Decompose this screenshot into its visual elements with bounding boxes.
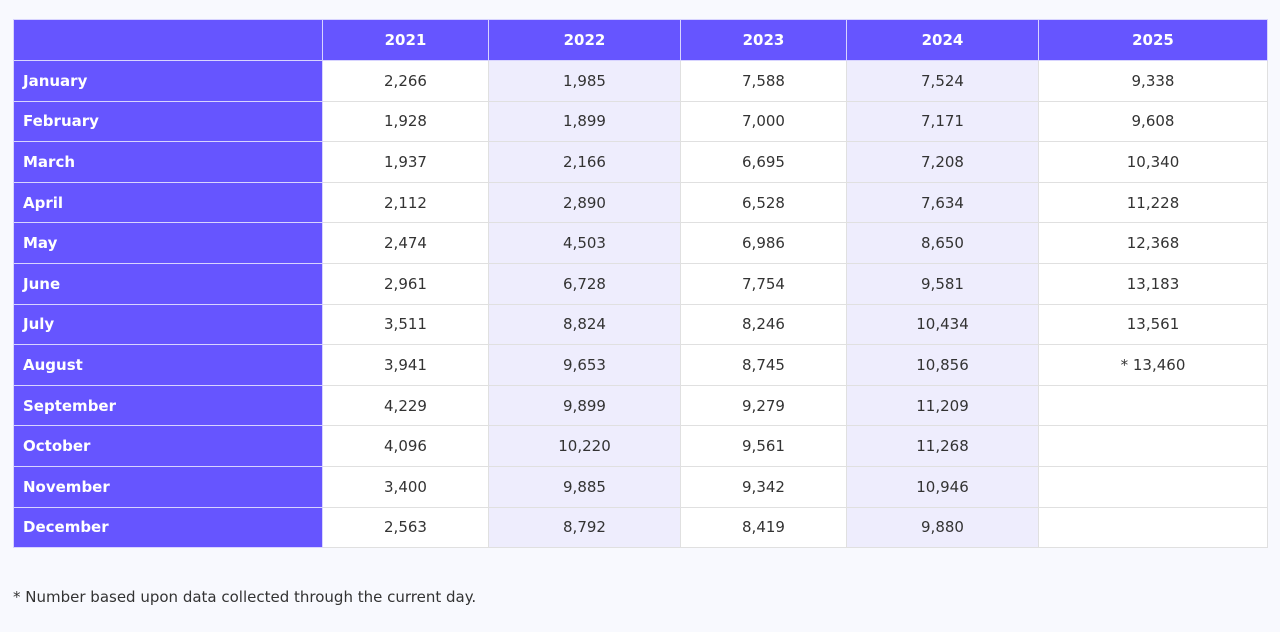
value-cell: 2,890 <box>488 181 681 224</box>
value-cell <box>1038 384 1268 427</box>
month-label: September <box>13 384 323 427</box>
value-cell: 8,650 <box>846 222 1039 264</box>
table-row: January 2,266 1,985 7,588 7,524 9,338 <box>13 60 1268 102</box>
value-cell: 9,899 <box>488 384 681 427</box>
value-cell: 2,474 <box>322 222 489 264</box>
year-header-2022: 2022 <box>488 19 681 61</box>
corner-header-cell <box>13 19 323 61</box>
value-cell: 3,511 <box>322 303 489 346</box>
value-cell: 7,634 <box>846 181 1039 224</box>
table-row: October 4,096 10,220 9,561 11,268 <box>13 425 1268 467</box>
value-cell: 9,885 <box>488 465 681 508</box>
month-label: July <box>13 303 323 346</box>
value-cell: 2,112 <box>322 181 489 224</box>
value-cell: 10,220 <box>488 425 681 467</box>
month-label: November <box>13 465 323 508</box>
value-cell: * 13,460 <box>1038 344 1268 386</box>
value-cell: 9,608 <box>1038 100 1268 143</box>
value-cell: 9,880 <box>846 506 1039 549</box>
table-row: August 3,941 9,653 8,745 10,856 * 13,460 <box>13 344 1268 386</box>
month-label: December <box>13 506 323 549</box>
value-cell: 13,183 <box>1038 262 1268 305</box>
table-row: February 1,928 1,899 7,000 7,171 9,608 <box>13 100 1268 143</box>
value-cell: 6,528 <box>680 181 847 224</box>
value-cell: 7,208 <box>846 141 1039 183</box>
table-body: January 2,266 1,985 7,588 7,524 9,338 February… <box>13 60 1268 549</box>
value-cell: 11,268 <box>846 425 1039 467</box>
month-label: August <box>13 344 323 386</box>
value-cell: 3,941 <box>322 344 489 386</box>
value-cell: 3,400 <box>322 465 489 508</box>
value-cell: 10,340 <box>1038 141 1268 183</box>
value-cell: 10,856 <box>846 344 1039 386</box>
value-cell: 2,563 <box>322 506 489 549</box>
value-cell: 1,937 <box>322 141 489 183</box>
month-label: January <box>13 60 323 102</box>
month-label: October <box>13 425 323 467</box>
value-cell: 10,434 <box>846 303 1039 346</box>
month-label: March <box>13 141 323 183</box>
value-cell: 12,368 <box>1038 222 1268 264</box>
value-cell: 9,581 <box>846 262 1039 305</box>
value-cell: 8,419 <box>680 506 847 549</box>
header-row: 2021 2022 2023 2024 2025 <box>13 19 1268 61</box>
value-cell: 1,899 <box>488 100 681 143</box>
monthly-data-table: 2021 2022 2023 2024 2025 January 2,266 1,9… <box>13 19 1268 549</box>
value-cell: 6,986 <box>680 222 847 264</box>
month-label: April <box>13 181 323 224</box>
value-cell: 2,961 <box>322 262 489 305</box>
year-header-2023: 2023 <box>680 19 847 61</box>
value-cell: 4,503 <box>488 222 681 264</box>
value-cell <box>1038 425 1268 467</box>
year-header-2024: 2024 <box>846 19 1039 61</box>
value-cell <box>1038 465 1268 508</box>
value-cell: 1,985 <box>488 60 681 102</box>
value-cell: 11,228 <box>1038 181 1268 224</box>
value-cell: 7,171 <box>846 100 1039 143</box>
value-cell: 8,792 <box>488 506 681 549</box>
value-cell: 9,338 <box>1038 60 1268 102</box>
value-cell: 7,588 <box>680 60 847 102</box>
table-row: April 2,112 2,890 6,528 7,634 11,228 <box>13 181 1268 224</box>
month-label: February <box>13 100 323 143</box>
value-cell: 9,561 <box>680 425 847 467</box>
value-cell: 8,246 <box>680 303 847 346</box>
table-row: September 4,229 9,899 9,279 11,209 <box>13 384 1268 427</box>
month-label: May <box>13 222 323 264</box>
value-cell: 2,266 <box>322 60 489 102</box>
value-cell: 7,524 <box>846 60 1039 102</box>
value-cell: 6,728 <box>488 262 681 305</box>
table-row: July 3,511 8,824 8,246 10,434 13,561 <box>13 303 1268 346</box>
value-cell: 11,209 <box>846 384 1039 427</box>
value-cell: 9,279 <box>680 384 847 427</box>
value-cell: 9,653 <box>488 344 681 386</box>
value-cell: 13,561 <box>1038 303 1268 346</box>
value-cell: 4,229 <box>322 384 489 427</box>
value-cell: 7,754 <box>680 262 847 305</box>
table-row: June 2,961 6,728 7,754 9,581 13,183 <box>13 262 1268 305</box>
year-header-2021: 2021 <box>322 19 489 61</box>
value-cell: 10,946 <box>846 465 1039 508</box>
month-label: June <box>13 262 323 305</box>
year-header-2025: 2025 <box>1038 19 1268 61</box>
value-cell: 9,342 <box>680 465 847 508</box>
monthly-data-table-container: 2021 2022 2023 2024 2025 January 2,266 1,9… <box>13 19 1268 549</box>
value-cell: 4,096 <box>322 425 489 467</box>
footnote: * Number based upon data collected throu… <box>13 588 477 606</box>
value-cell: 6,695 <box>680 141 847 183</box>
value-cell <box>1038 506 1268 549</box>
table-row: December 2,563 8,792 8,419 9,880 <box>13 506 1268 549</box>
value-cell: 1,928 <box>322 100 489 143</box>
value-cell: 2,166 <box>488 141 681 183</box>
value-cell: 7,000 <box>680 100 847 143</box>
table-row: March 1,937 2,166 6,695 7,208 10,340 <box>13 141 1268 183</box>
table-row: November 3,400 9,885 9,342 10,946 <box>13 465 1268 508</box>
table-row: May 2,474 4,503 6,986 8,650 12,368 <box>13 222 1268 264</box>
value-cell: 8,824 <box>488 303 681 346</box>
value-cell: 8,745 <box>680 344 847 386</box>
